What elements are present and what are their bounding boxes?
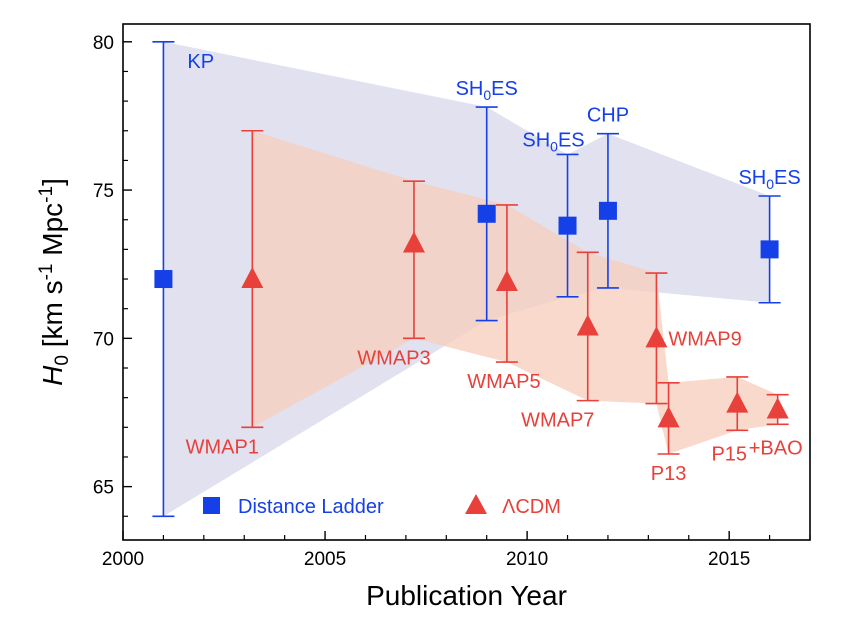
triangle-marker (726, 391, 749, 413)
point-labels: KPSH0ESSH0ESCHPSH0ESWMAP1WMAP3WMAP5WMAP7… (186, 51, 803, 485)
point-label: P15 (711, 443, 747, 465)
y-tick-label: 65 (93, 478, 114, 499)
point-label: WMAP1 (186, 436, 259, 458)
y-tick-label: 75 (93, 181, 114, 202)
axis-ticks: 2000 2005 2010 2015 65 70 75 80 (93, 33, 811, 570)
triangle-marker (657, 406, 680, 428)
plot-frame (122, 23, 811, 541)
uncertainty-bands (163, 41, 778, 517)
y-axis-title-symbol: H (37, 365, 68, 386)
legend-label-distance-ladder: Distance Ladder (238, 496, 384, 518)
point-label: KP (187, 51, 214, 73)
triangle-marker (766, 397, 789, 419)
point-label: SH0ES (456, 78, 518, 103)
point-label: +BAO (749, 437, 803, 459)
x-axis-title: Publication Year (366, 580, 567, 611)
x-tick-label: 2005 (304, 549, 346, 570)
square-marker (760, 240, 779, 259)
point-label: P13 (651, 463, 687, 485)
triangle-marker (402, 231, 425, 253)
square-marker (477, 204, 496, 223)
triangle-marker (576, 314, 599, 336)
triangle-marker (241, 267, 264, 289)
point-label: WMAP5 (467, 371, 540, 393)
y-axis-title-exp-2: -1 (36, 186, 57, 203)
legend-square-swatch (203, 497, 220, 514)
triangle-marker (645, 326, 668, 348)
y-axis-title-units-b: Mpc (37, 203, 68, 264)
point-label: SH0ES (522, 129, 584, 154)
legend-label-lcdm: ΛCDM (502, 496, 561, 518)
y-tick-label: 70 (93, 329, 114, 350)
band-lcdm (252, 130, 778, 455)
y-axis-title-units-c: ] (37, 178, 68, 186)
triangle-marker (495, 270, 518, 291)
square-marker (558, 216, 577, 235)
legend: Distance Ladder ΛCDM (203, 494, 561, 518)
y-axis-title: H0 [km s-1 Mpc-1] (36, 178, 73, 386)
y-tick-label: 80 (93, 33, 114, 54)
point-label: SH0ES (738, 167, 800, 192)
y-axis-title-subscript: 0 (52, 355, 73, 366)
point-label: WMAP9 (668, 328, 741, 350)
x-tick-label: 2000 (102, 549, 144, 570)
point-label: WMAP7 (521, 410, 594, 432)
y-axis-title-exp-1: -1 (36, 263, 57, 280)
point-label: CHP (587, 105, 629, 127)
x-tick-label: 2015 (708, 549, 750, 570)
data-markers (154, 201, 789, 428)
y-axis-title-units-a: [km s (37, 280, 68, 355)
point-label: WMAP3 (357, 347, 430, 369)
square-marker (154, 270, 173, 289)
legend-triangle-swatch (465, 494, 487, 514)
x-tick-label: 2010 (506, 549, 548, 570)
square-marker (598, 201, 617, 220)
